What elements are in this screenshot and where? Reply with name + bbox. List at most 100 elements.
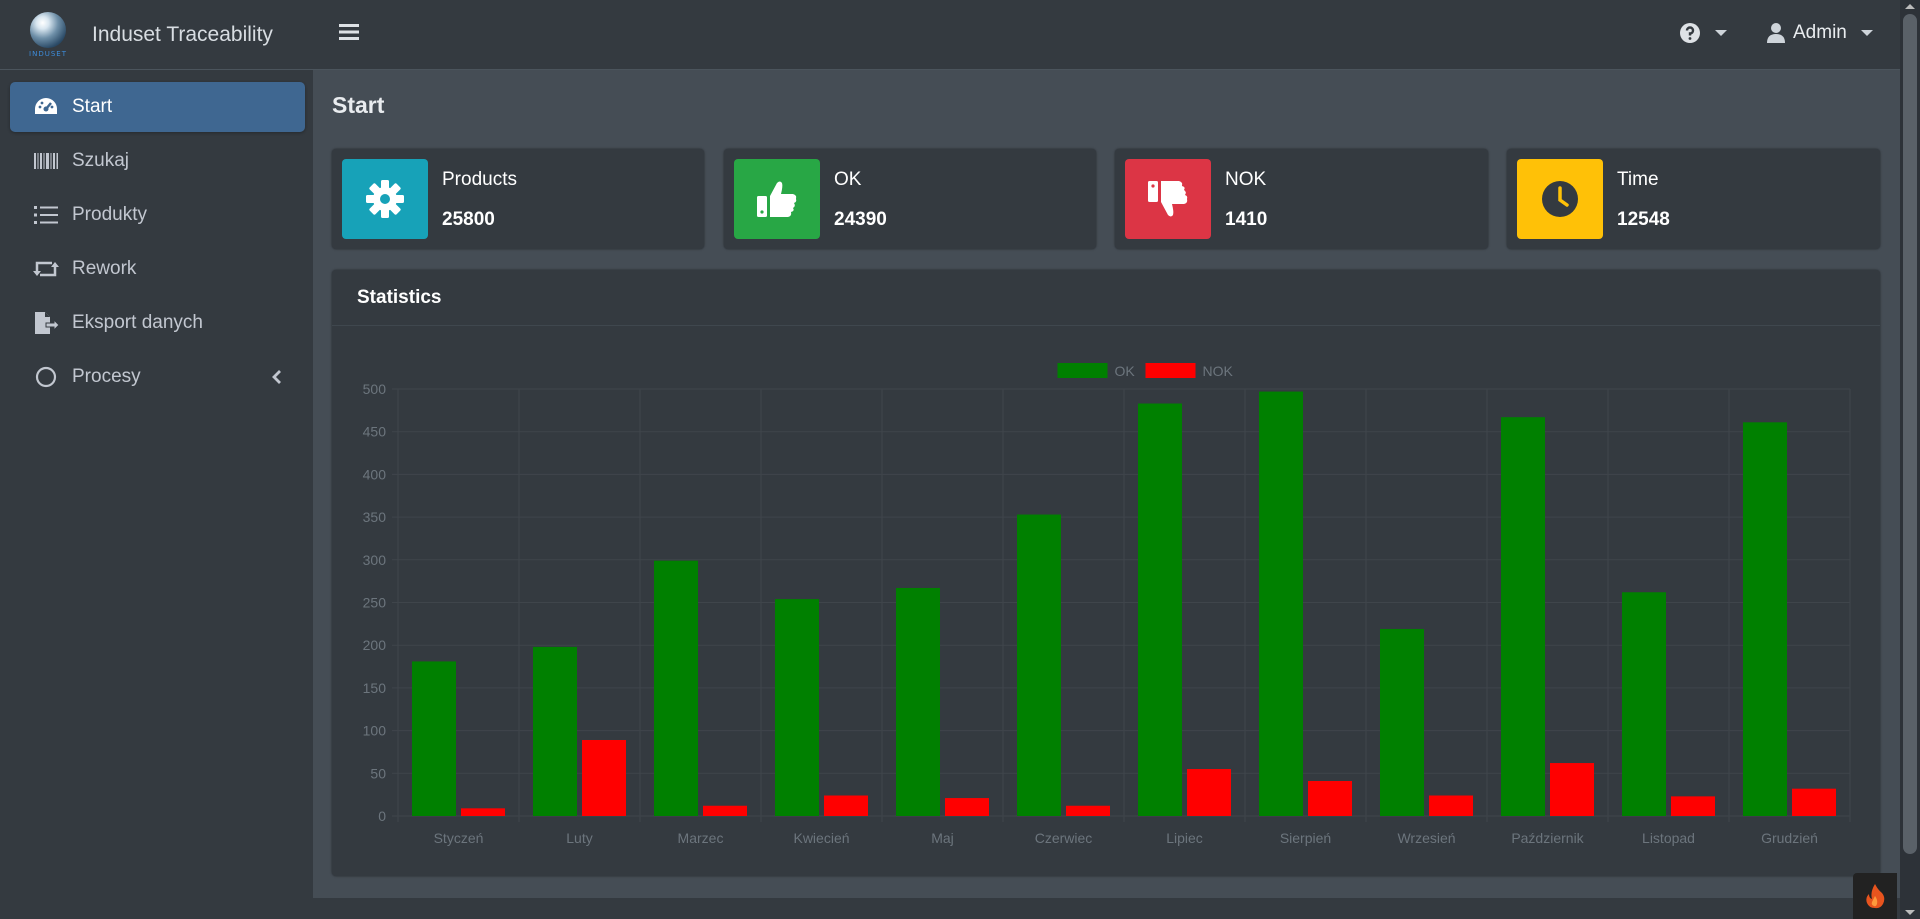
- fire-icon[interactable]: [1853, 873, 1897, 919]
- sidebar-item-produkty[interactable]: Produkty: [10, 190, 305, 240]
- thumbs-down-icon: [1148, 181, 1188, 217]
- x-tick-label: Luty: [566, 830, 592, 846]
- sidebar-nav: Start Szukaj Produkty Rework Eksport dan…: [0, 70, 313, 402]
- x-tick-label: Maj: [931, 830, 954, 846]
- sidebar-item-label: Produkty: [72, 204, 147, 225]
- info-box-time: Time 12548: [1507, 149, 1880, 249]
- bar-ok-2: [654, 560, 698, 816]
- x-tick-label: Czerwiec: [1035, 830, 1093, 846]
- statistics-card: Statistics 0 50 100 150 200 250 300 350 400 450 50…: [332, 270, 1880, 876]
- list-icon: [32, 201, 60, 229]
- info-icon-box: [342, 159, 428, 239]
- page-title: Start: [332, 92, 385, 118]
- bar-ok-8: [1380, 628, 1424, 816]
- sidebar-item-szukaj[interactable]: Szukaj: [10, 136, 305, 186]
- thumbs-up-icon: [757, 181, 797, 217]
- bar-ok-3: [775, 599, 819, 816]
- sidebar: INDUSET Induset Traceability Start Szuka…: [0, 0, 313, 919]
- question-circle-icon: [1680, 23, 1700, 43]
- caret-down-icon: [1860, 30, 1873, 36]
- sidebar-item-label: Procesy: [72, 366, 141, 387]
- topbar: Admin: [313, 0, 1900, 70]
- statistics-chart: 0 50 100 150 200 250 300 350 400 450 500 Styczeń Lut…: [363, 363, 1851, 846]
- scroll-up-arrow-icon[interactable]: [1905, 4, 1915, 9]
- info-value: 12548: [1617, 209, 1670, 230]
- info-value: 1410: [1225, 209, 1268, 230]
- sidebar-item-label: Rework: [72, 258, 137, 279]
- info-icon-box: [1125, 159, 1211, 239]
- info-box-nok: NOK 1410: [1115, 149, 1488, 249]
- x-tick-label: Kwiecień: [793, 830, 849, 846]
- x-tick-label: Sierpień: [1280, 830, 1331, 846]
- info-icon-box: [1517, 159, 1603, 239]
- bar-ok-6: [1138, 403, 1182, 816]
- scroll-down-arrow-icon[interactable]: [1905, 910, 1915, 915]
- bar-nok-10: [1671, 796, 1715, 816]
- y-tick-label: 100: [363, 723, 387, 739]
- bar-nok-5: [1066, 805, 1110, 816]
- legend-swatch-ok: [1057, 363, 1108, 378]
- brand[interactable]: INDUSET Induset Traceability: [0, 0, 313, 70]
- bar-ok-1: [533, 646, 577, 816]
- bar-ok-9: [1501, 417, 1545, 816]
- bar-ok-4: [896, 587, 940, 816]
- sidebar-item-label: Eksport danych: [72, 312, 203, 333]
- footer: [313, 898, 1900, 919]
- bar-nok-6: [1187, 769, 1231, 816]
- bar-nok-4: [945, 798, 989, 816]
- y-tick-label: 150: [363, 680, 387, 696]
- bar-nok-2: [703, 805, 747, 816]
- x-tick-label: Październik: [1511, 830, 1584, 846]
- info-box-ok: OK 24390: [724, 149, 1096, 249]
- file-export-icon: [32, 309, 60, 337]
- x-tick-label: Wrzesień: [1397, 830, 1455, 846]
- globe-logo-icon: [30, 11, 66, 48]
- x-tick-label: Marzec: [678, 830, 724, 846]
- barcode-icon: [32, 147, 60, 175]
- help-dropdown[interactable]: [1679, 22, 1727, 44]
- y-tick-label: 300: [363, 552, 387, 568]
- info-label: Time: [1617, 169, 1659, 190]
- scroll-thumb[interactable]: [1903, 14, 1917, 854]
- info-label: NOK: [1225, 169, 1267, 190]
- y-tick-label: 200: [363, 637, 387, 653]
- info-icon-box: [734, 159, 820, 239]
- y-tick-label: 500: [363, 381, 387, 397]
- sidebar-item-start[interactable]: Start: [10, 82, 305, 132]
- sidebar-item-eksport[interactable]: Eksport danych: [10, 298, 305, 348]
- logo-wordmark: INDUSET: [29, 49, 67, 58]
- info-label: Products: [442, 169, 517, 190]
- sidebar-item-procesy[interactable]: Procesy: [10, 352, 305, 402]
- sidebar-item-rework[interactable]: Rework: [10, 244, 305, 294]
- retweet-icon: [32, 255, 60, 283]
- legend-label: NOK: [1203, 363, 1234, 379]
- bar-ok-0: [412, 661, 456, 816]
- y-tick-label: 350: [363, 509, 387, 525]
- hamburger-menu-icon[interactable]: [339, 22, 365, 46]
- gear-icon: [366, 180, 404, 218]
- bar-nok-0: [461, 808, 505, 816]
- bar-ok-11: [1743, 422, 1787, 816]
- y-tick-label: 400: [363, 466, 387, 482]
- info-box-products: Products 25800: [332, 149, 704, 249]
- sidebar-item-label: Szukaj: [72, 150, 130, 171]
- scrollbar[interactable]: [1900, 0, 1920, 919]
- x-tick-label: Listopad: [1642, 830, 1695, 846]
- chevron-left-icon[interactable]: [265, 365, 289, 389]
- x-tick-label: Lipiec: [1166, 830, 1203, 846]
- bar-nok-11: [1792, 788, 1836, 816]
- bar-ok-7: [1259, 391, 1303, 816]
- y-tick-label: 0: [378, 808, 386, 824]
- legend-swatch-nok: [1145, 363, 1196, 378]
- bar-nok-8: [1429, 795, 1473, 816]
- info-value: 24390: [834, 209, 887, 230]
- bar-nok-1: [582, 739, 626, 816]
- user-icon: [1767, 23, 1785, 43]
- sidebar-item-label: Start: [72, 96, 113, 117]
- bar-ok-5: [1017, 514, 1061, 816]
- legend-label: OK: [1115, 363, 1136, 379]
- y-tick-label: 450: [363, 424, 387, 440]
- tachometer-icon: [32, 93, 60, 121]
- brand-title: Induset Traceability: [92, 22, 273, 46]
- user-dropdown[interactable]: Admin: [1767, 22, 1873, 44]
